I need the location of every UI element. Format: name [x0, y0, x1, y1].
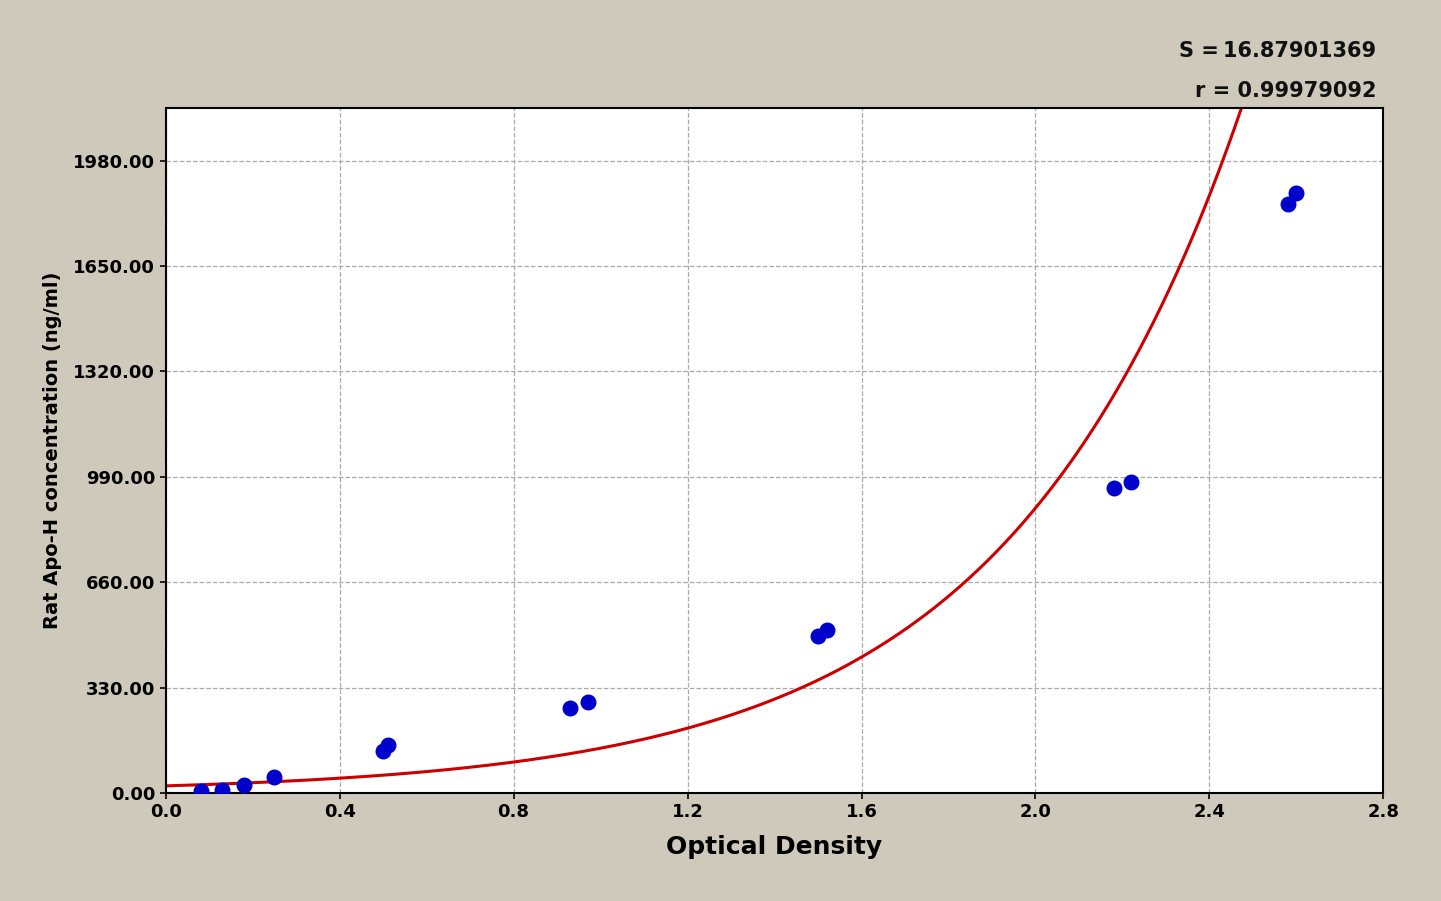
Point	[189, 784, 212, 798]
Point	[372, 744, 395, 759]
Text: r = 0.99979092: r = 0.99979092	[1195, 81, 1376, 101]
Text: S = 16.87901369: S = 16.87901369	[1179, 41, 1376, 60]
Point	[376, 738, 399, 752]
Point	[1102, 481, 1125, 496]
Y-axis label: Rat Apo-H concentration (ng/ml): Rat Apo-H concentration (ng/ml)	[43, 272, 62, 629]
Point	[559, 701, 582, 715]
Point	[1285, 186, 1308, 200]
Point	[1120, 475, 1143, 489]
Point	[262, 769, 285, 784]
X-axis label: Optical Density: Optical Density	[667, 835, 882, 860]
Point	[232, 778, 255, 792]
Point	[1277, 196, 1300, 211]
Point	[807, 629, 830, 643]
Point	[816, 623, 839, 637]
Point	[210, 783, 233, 797]
Point	[576, 695, 599, 709]
